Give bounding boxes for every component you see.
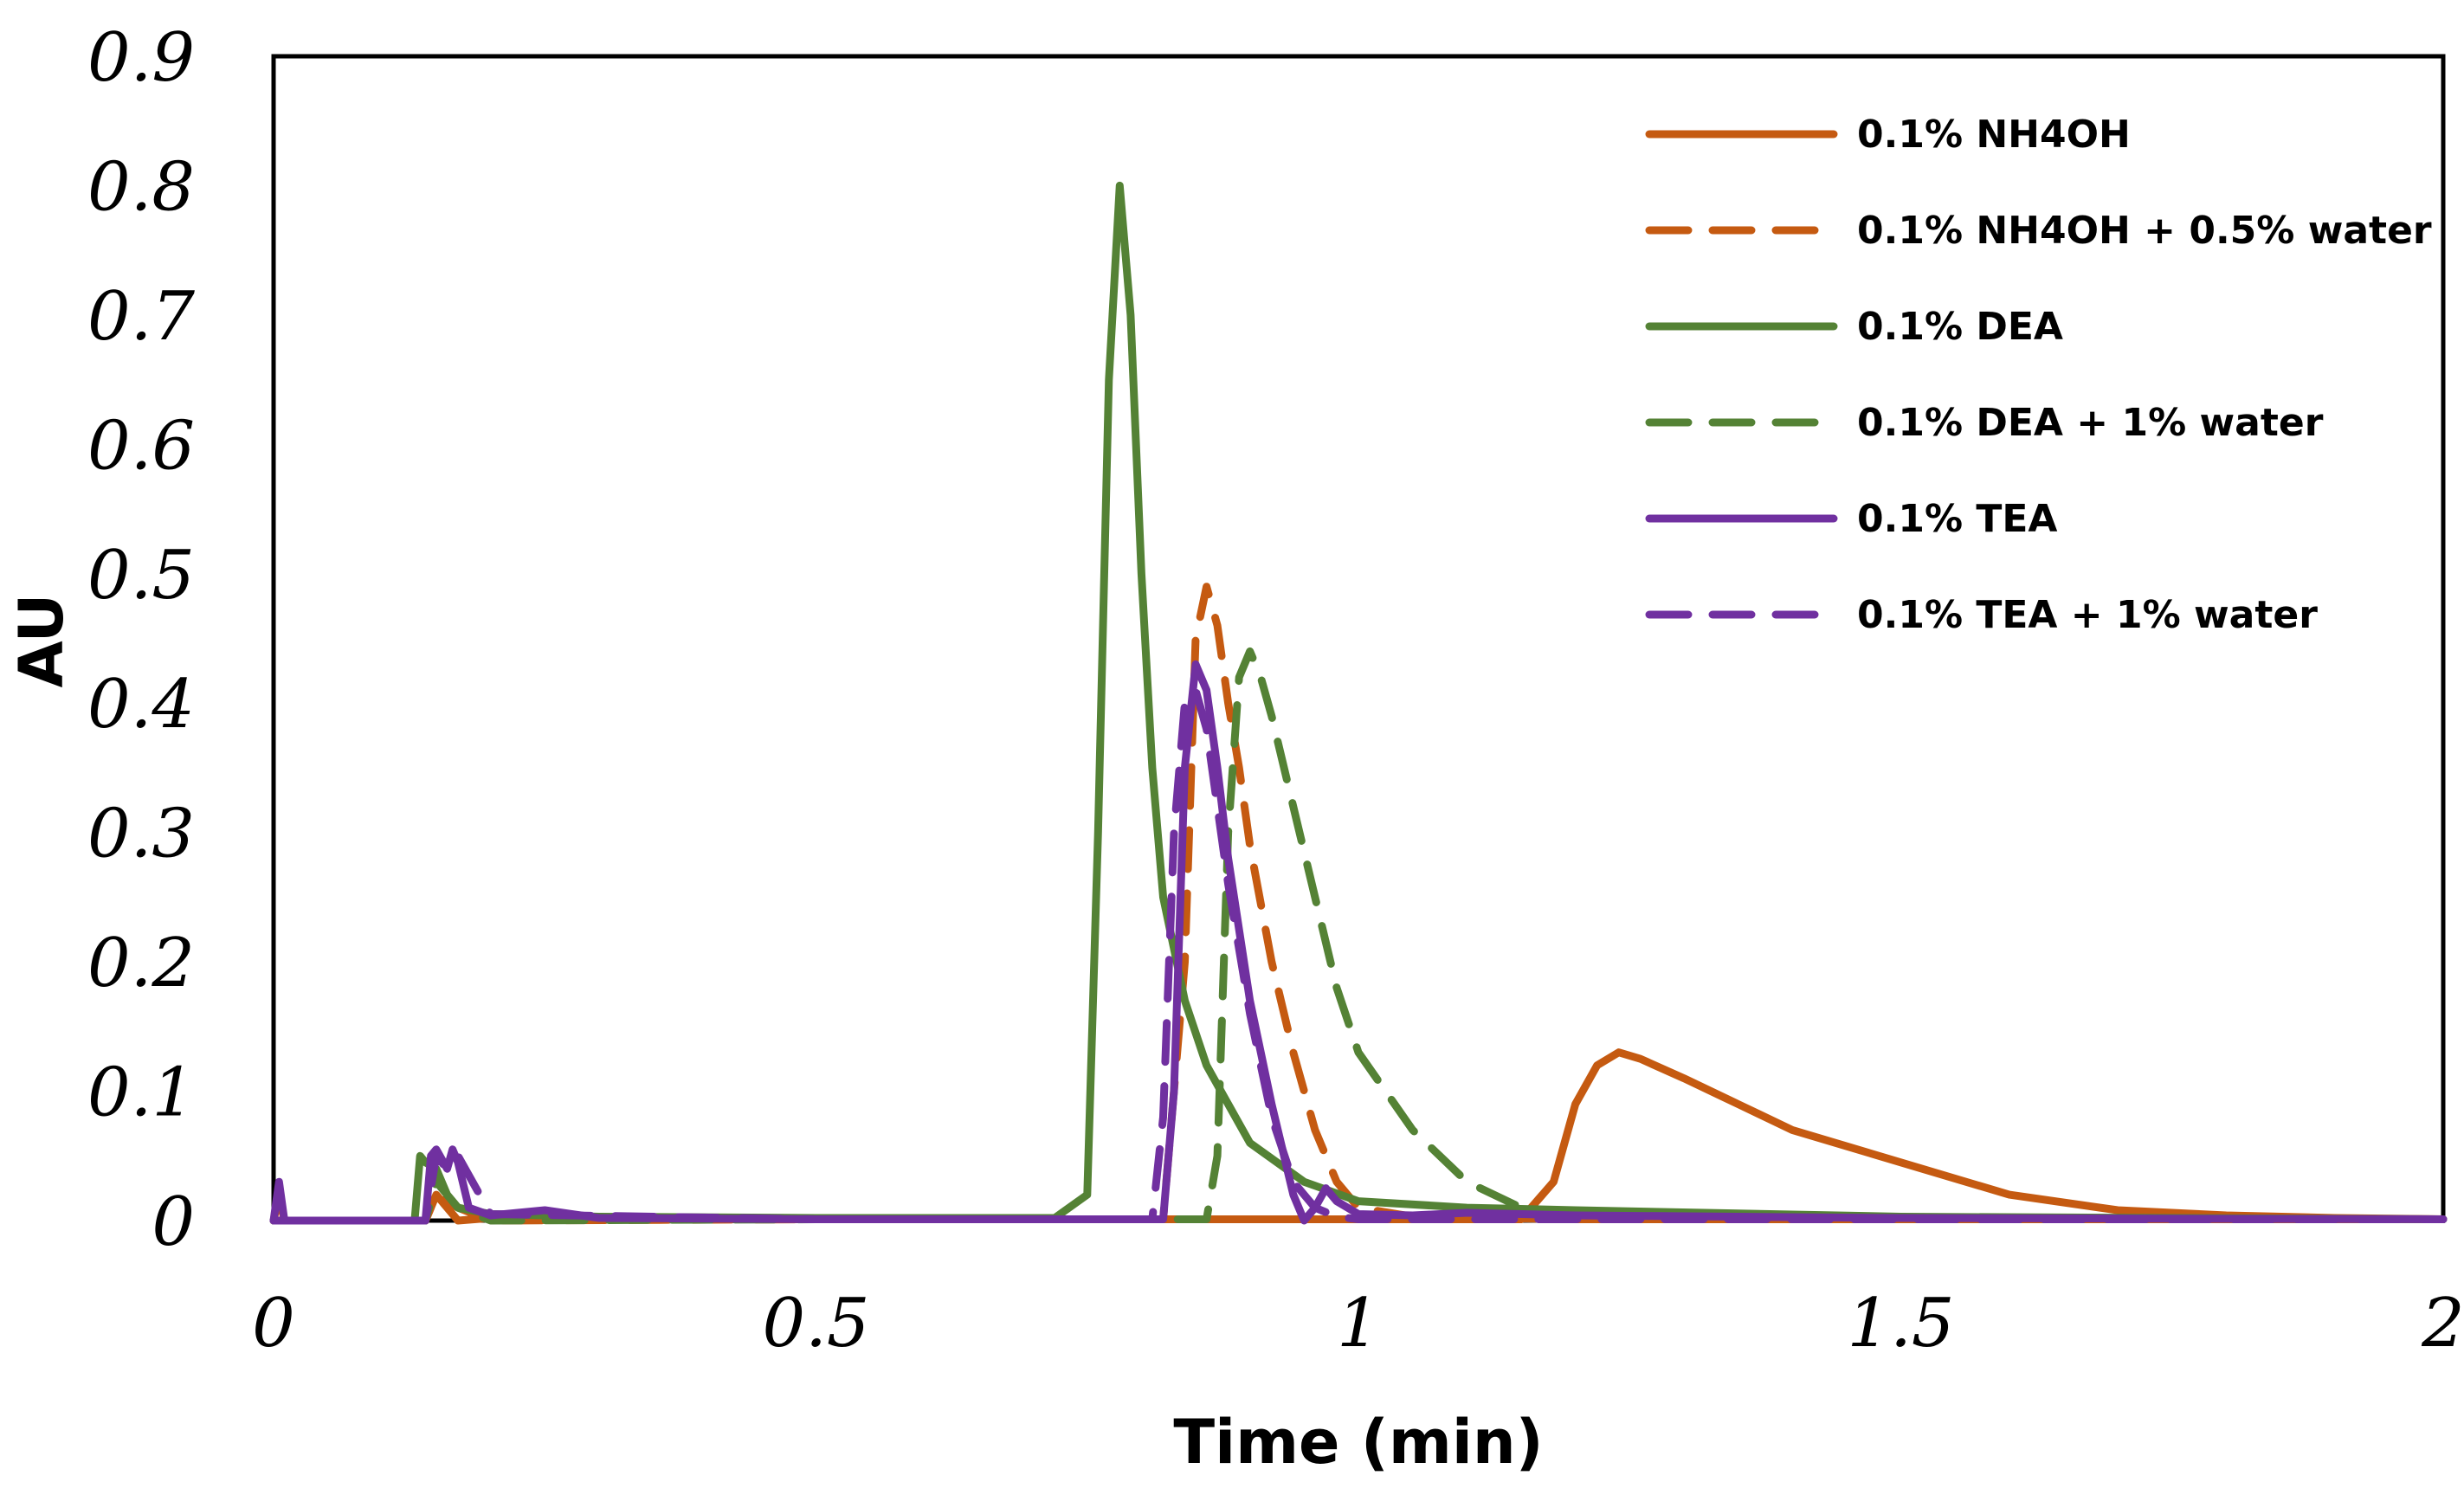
legend-label: 0.1% TEA bbox=[1857, 497, 2057, 541]
y-tick-label: 0.5 bbox=[87, 537, 195, 615]
series-line-3 bbox=[269, 181, 2448, 1225]
x-tick-label: 0.5 bbox=[762, 1285, 869, 1363]
x-tick-label: 1 bbox=[1337, 1285, 1380, 1363]
x-tick-label: 0 bbox=[252, 1285, 295, 1363]
legend-label: 0.1% DEA bbox=[1857, 305, 2063, 349]
series-line-6 bbox=[269, 686, 2448, 1225]
x-axis-title: Time (min) bbox=[1173, 1407, 1543, 1478]
y-tick-label: 0.7 bbox=[87, 278, 195, 356]
y-tick-label: 0.2 bbox=[87, 925, 195, 1002]
x-tick-labels: 0 0.5 1 1.5 2 bbox=[252, 1285, 2464, 1363]
y-tick-labels: 0 0.1 0.2 0.3 0.4 0.5 0.6 0.7 0.8 0.9 bbox=[87, 19, 195, 1261]
legend: 0.1% NH4OH 0.1% NH4OH + 0.5% water 0.1% DE… bbox=[1645, 113, 2432, 637]
series-line-1 bbox=[269, 1048, 2448, 1225]
y-tick-label: 0.9 bbox=[87, 19, 195, 97]
y-axis-title: AU bbox=[6, 594, 77, 688]
y-tick-label: 0.4 bbox=[87, 666, 195, 744]
legend-label: 0.1% DEA + 1% water bbox=[1857, 401, 2324, 445]
y-tick-label: 0 bbox=[152, 1183, 195, 1261]
x-tick-label: 2 bbox=[2421, 1285, 2464, 1363]
legend-label: 0.1% NH4OH + 0.5% water bbox=[1857, 209, 2432, 253]
y-tick-label: 0.1 bbox=[87, 1054, 195, 1132]
legend-label: 0.1% TEA + 1% water bbox=[1857, 593, 2318, 637]
series-layer bbox=[269, 181, 2448, 1225]
legend-label: 0.1% NH4OH bbox=[1857, 113, 2131, 157]
y-tick-label: 0.3 bbox=[87, 796, 195, 873]
series-line-5 bbox=[269, 660, 2448, 1225]
x-tick-label: 1.5 bbox=[1847, 1285, 1954, 1363]
y-tick-label: 0.8 bbox=[87, 148, 195, 226]
series-line-4 bbox=[269, 647, 2448, 1225]
series-line-2 bbox=[269, 583, 2448, 1225]
y-tick-label: 0.6 bbox=[87, 407, 195, 485]
